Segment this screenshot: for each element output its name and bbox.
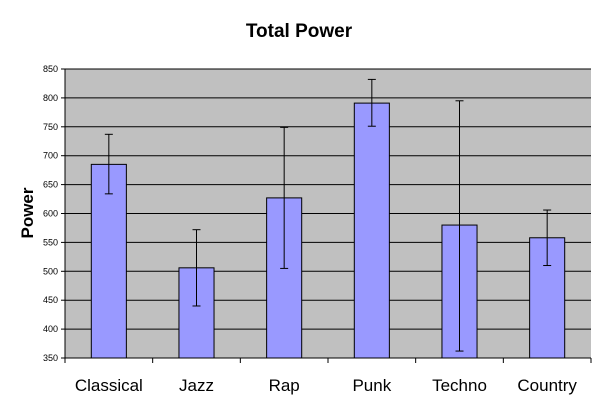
y-tick-label: 650 (43, 180, 58, 190)
error-bar-punk (367, 78, 376, 127)
gridlines (65, 68, 591, 330)
x-tick-label-country: Country (517, 376, 577, 395)
y-tick-label: 350 (43, 353, 58, 363)
error-bar-rap (280, 126, 289, 269)
bar-punk (353, 102, 390, 359)
y-tick-label: 500 (43, 266, 58, 276)
x-axis-tick-labels: Classical Jazz Rap Punk Techno Country (75, 376, 578, 395)
y-axis-ticks (61, 68, 65, 359)
y-tick-label: 450 (43, 295, 58, 305)
error-bars (104, 78, 552, 352)
x-tick-label-jazz: Jazz (179, 376, 214, 395)
y-tick-label: 800 (43, 93, 58, 103)
y-tick-label: 700 (43, 151, 58, 161)
error-bar-classical (104, 133, 113, 195)
error-bar-country (543, 209, 552, 267)
y-tick-label: 600 (43, 209, 58, 219)
y-axis-label: Power (18, 187, 37, 238)
x-axis-ticks (64, 358, 592, 363)
y-tick-label: 400 (43, 324, 58, 334)
y-axis-tick-labels: 350 400 450 500 550 600 650 700 750 800 850 (43, 64, 58, 363)
error-bar-jazz (192, 229, 201, 307)
error-bar-techno (455, 100, 464, 352)
x-tick-label-punk: Punk (352, 376, 391, 395)
x-tick-label-classical: Classical (75, 376, 143, 395)
y-tick-label: 850 (43, 64, 58, 74)
x-tick-label-rap: Rap (269, 376, 300, 395)
x-tick-label-techno: Techno (432, 376, 487, 395)
chart-title: Total Power (246, 21, 353, 42)
bar-classical (90, 163, 127, 359)
y-tick-label: 550 (43, 237, 58, 247)
y-tick-label: 750 (43, 122, 58, 132)
